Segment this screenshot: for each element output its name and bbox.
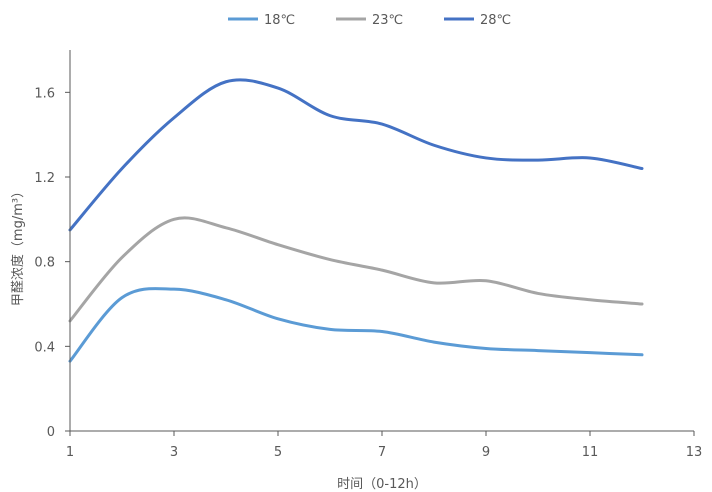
x-tick-label: 9 (482, 445, 490, 460)
series-line-3 (68, 78, 644, 232)
legend: 18℃ 23℃ 28℃ (228, 13, 511, 28)
y-tick-label: 0.8 (34, 256, 55, 271)
series-layer (68, 78, 644, 363)
y-tick-label: 1.6 (34, 86, 55, 101)
x-tick-label: 3 (170, 445, 178, 460)
legend-label: 28℃ (480, 13, 511, 28)
y-tick-label: 0.4 (34, 340, 55, 355)
y-tick-label: 0 (47, 425, 55, 440)
legend-label: 18℃ (264, 13, 295, 28)
x-tick-label: 1 (66, 445, 74, 460)
x-axis-title: 时间（0-12h） (337, 477, 427, 492)
x-tick-label: 5 (274, 445, 282, 460)
x-tick-label: 13 (686, 445, 703, 460)
x-tick-label: 7 (378, 445, 386, 460)
series-line-2 (68, 216, 644, 323)
y-axis-title: 甲醛浓度（mg/m³） (10, 185, 26, 306)
legend-label: 23℃ (372, 13, 403, 28)
axes (69, 50, 694, 432)
x-tick-label: 11 (582, 445, 599, 460)
y-tick-label: 1.2 (34, 171, 55, 186)
series-line-1 (68, 287, 644, 363)
